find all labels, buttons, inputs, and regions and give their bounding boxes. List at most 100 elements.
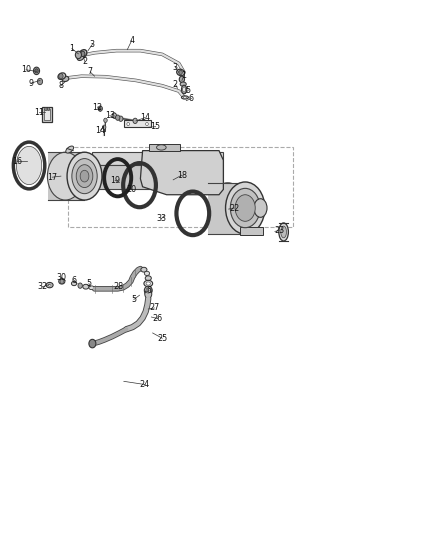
Ellipse shape: [16, 147, 42, 184]
Text: 20: 20: [127, 185, 137, 194]
Circle shape: [127, 123, 130, 126]
Ellipse shape: [145, 271, 150, 276]
Ellipse shape: [145, 286, 152, 295]
Ellipse shape: [183, 87, 186, 92]
Ellipse shape: [46, 282, 53, 288]
Circle shape: [99, 108, 101, 110]
Text: 10: 10: [21, 66, 31, 74]
Ellipse shape: [59, 279, 65, 284]
Text: 28: 28: [113, 282, 124, 291]
Ellipse shape: [141, 267, 147, 272]
Text: 4: 4: [129, 36, 134, 45]
Ellipse shape: [62, 76, 69, 82]
Ellipse shape: [67, 152, 102, 200]
Text: 1: 1: [182, 70, 187, 79]
Circle shape: [35, 69, 38, 73]
Ellipse shape: [208, 183, 247, 233]
Text: 30: 30: [56, 273, 66, 281]
Text: 12: 12: [92, 102, 102, 111]
Ellipse shape: [180, 82, 186, 86]
Circle shape: [37, 78, 42, 85]
Ellipse shape: [184, 96, 187, 98]
Text: 8: 8: [58, 81, 64, 90]
Polygon shape: [48, 152, 84, 200]
Ellipse shape: [72, 159, 97, 193]
Ellipse shape: [181, 96, 188, 99]
Ellipse shape: [144, 280, 152, 287]
Circle shape: [75, 51, 81, 59]
Polygon shape: [141, 151, 223, 195]
Text: 18: 18: [177, 171, 187, 180]
Ellipse shape: [80, 170, 89, 182]
Ellipse shape: [146, 288, 150, 293]
Text: 3: 3: [90, 40, 95, 49]
Text: 11: 11: [34, 108, 44, 117]
Ellipse shape: [177, 69, 184, 76]
Circle shape: [179, 76, 184, 83]
Ellipse shape: [146, 282, 150, 285]
Ellipse shape: [181, 85, 187, 94]
Ellipse shape: [66, 146, 74, 153]
Text: 2: 2: [173, 79, 178, 88]
Polygon shape: [44, 109, 50, 120]
Ellipse shape: [77, 55, 84, 60]
Text: 15: 15: [151, 122, 161, 131]
Ellipse shape: [230, 188, 260, 228]
Text: 5: 5: [186, 85, 191, 94]
Text: 6: 6: [147, 286, 152, 295]
Circle shape: [60, 279, 64, 284]
Text: 9: 9: [29, 78, 34, 87]
Circle shape: [98, 106, 102, 111]
Polygon shape: [92, 152, 223, 165]
Circle shape: [104, 118, 107, 123]
Circle shape: [81, 51, 85, 56]
Ellipse shape: [47, 152, 83, 200]
Text: 5: 5: [131, 295, 136, 304]
Text: 2: 2: [82, 57, 87, 66]
Circle shape: [145, 290, 152, 298]
Text: 23: 23: [274, 226, 284, 235]
Ellipse shape: [83, 284, 89, 289]
Circle shape: [33, 67, 39, 75]
Ellipse shape: [79, 50, 87, 58]
Polygon shape: [124, 120, 151, 127]
Circle shape: [59, 74, 63, 79]
Ellipse shape: [48, 284, 51, 286]
Text: 32: 32: [38, 282, 48, 291]
Circle shape: [89, 340, 96, 348]
Polygon shape: [208, 182, 245, 233]
Circle shape: [47, 108, 50, 111]
Ellipse shape: [254, 199, 267, 217]
Text: 13: 13: [105, 111, 115, 120]
Text: 24: 24: [140, 380, 150, 389]
Circle shape: [179, 70, 182, 75]
Text: 3: 3: [173, 63, 178, 71]
Circle shape: [116, 115, 120, 120]
Ellipse shape: [145, 276, 151, 280]
Circle shape: [78, 283, 82, 288]
Text: 17: 17: [47, 173, 57, 182]
Text: 33: 33: [156, 214, 166, 223]
Text: 16: 16: [12, 157, 22, 166]
Ellipse shape: [235, 195, 255, 221]
Circle shape: [45, 108, 47, 111]
Polygon shape: [240, 227, 263, 235]
Ellipse shape: [76, 165, 93, 188]
Ellipse shape: [156, 145, 166, 150]
Ellipse shape: [279, 223, 288, 241]
Text: 14: 14: [140, 113, 150, 122]
Ellipse shape: [112, 113, 117, 118]
Circle shape: [146, 123, 148, 126]
Polygon shape: [42, 107, 52, 122]
Text: 27: 27: [149, 303, 159, 312]
Ellipse shape: [226, 182, 265, 234]
Polygon shape: [92, 165, 223, 189]
Text: 6: 6: [71, 276, 77, 285]
Text: 14: 14: [95, 126, 105, 135]
Text: 6: 6: [189, 94, 194, 103]
Polygon shape: [149, 144, 180, 151]
Text: 26: 26: [153, 314, 163, 323]
Ellipse shape: [281, 226, 286, 238]
Text: 5: 5: [86, 279, 92, 288]
Ellipse shape: [71, 281, 77, 286]
